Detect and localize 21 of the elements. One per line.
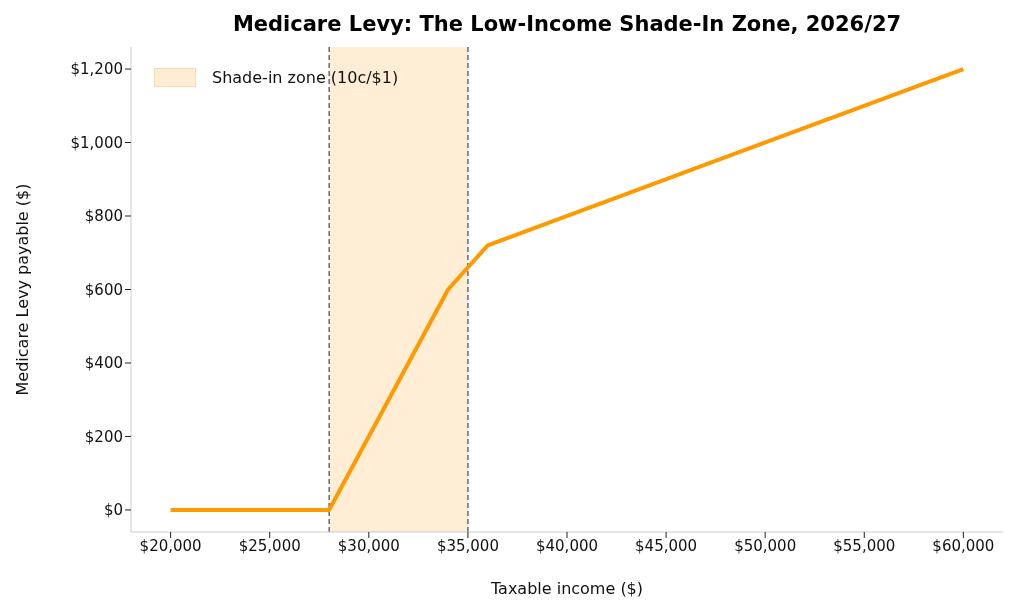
y-tick-label: $400 — [84, 354, 123, 373]
x-tick-label: $60,000 — [932, 536, 995, 555]
chart-title: Medicare Levy: The Low-Income Shade-In Zone, 2026/27 — [231, 12, 903, 36]
x-tick-label: $55,000 — [833, 536, 896, 555]
x-tick-label: $45,000 — [635, 536, 698, 555]
x-tick-label: $20,000 — [139, 536, 202, 555]
band-label: Shade-in zone (10c/$1) — [212, 68, 399, 87]
x-tick-label: $35,000 — [436, 536, 499, 555]
y-tick-label: $600 — [84, 280, 123, 299]
line-series — [168, 67, 966, 512]
y-tick-label: $1,200 — [70, 60, 123, 79]
x-tick-label: $40,000 — [535, 536, 599, 555]
x-tick-label: $50,000 — [734, 536, 797, 555]
x-tick-label: $30,000 — [337, 536, 400, 555]
y-tick-label: $800 — [84, 207, 123, 226]
x-tick-label: $25,000 — [238, 536, 301, 555]
y-tick-label: $1,000 — [70, 133, 123, 152]
y-axis-title: Medicare Levy payable ($) — [12, 183, 32, 396]
y-tick-label: $0 — [103, 501, 123, 520]
y-tick-label: $200 — [84, 427, 123, 446]
x-axis-title: Taxable income ($) — [489, 579, 644, 598]
